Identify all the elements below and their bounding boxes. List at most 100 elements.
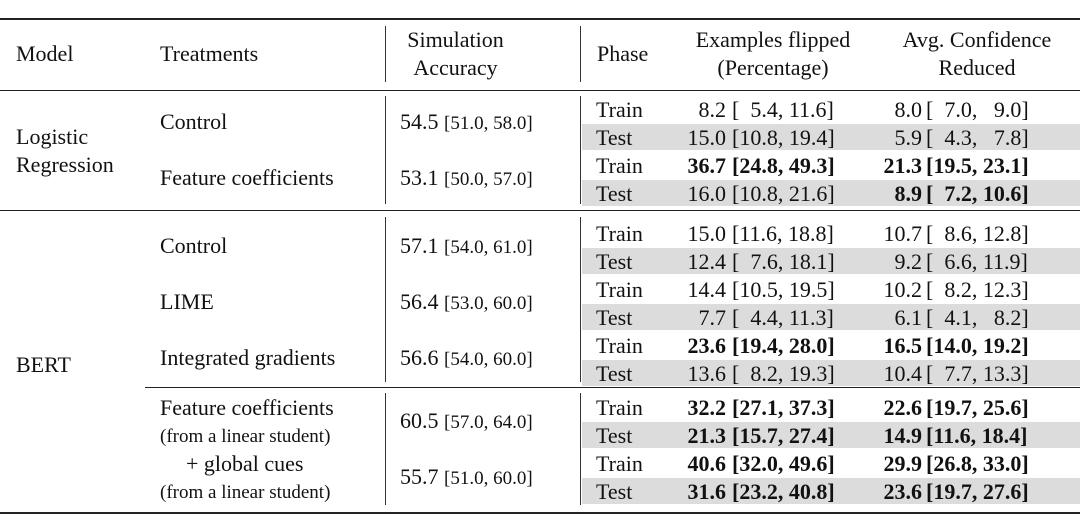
- treatment-bert-fc-line2: (from a linear student): [160, 426, 331, 447]
- treatment-bert-control: Control: [160, 233, 228, 258]
- conf-ci: [ 7.0, 9.0]: [926, 97, 1029, 122]
- phase-cell: Train: [596, 451, 643, 476]
- conf-ci: [14.0, 19.2]: [926, 333, 1029, 358]
- header-flip-line1: Examples flipped: [695, 27, 851, 52]
- flip-ci: [10.8, 21.6]: [732, 181, 835, 206]
- group-lr-line2: Regression: [16, 152, 114, 177]
- sim-ci: [54.0, 60.0]: [444, 349, 533, 370]
- conf-value: 16.5: [883, 333, 923, 358]
- sim-ci: [50.0, 57.0]: [444, 169, 533, 190]
- flip-ci: [27.1, 37.3]: [732, 395, 835, 420]
- phase-cell: Train: [596, 153, 643, 178]
- header-sim-line2: Accuracy: [413, 55, 498, 80]
- sim-bert-feature-coefficients: 60.5 [57.0, 64.0]: [400, 408, 533, 436]
- header-treatments: Treatments: [160, 41, 259, 66]
- phase-cell: Test: [596, 479, 633, 504]
- sim-bert-control: 57.1 [54.0, 61.0]: [400, 233, 533, 261]
- group-rule: [0, 210, 1080, 211]
- treatment-bert-fc-line1: Feature coefficients: [160, 395, 334, 420]
- treatment-bert-gc-line2: (from a linear student): [160, 482, 331, 503]
- bert-sub-rule: [145, 387, 1080, 388]
- conf-ci: [19.7, 27.6]: [926, 479, 1029, 504]
- flip-value: 40.6: [687, 451, 727, 476]
- sim-left-line-bert1: [385, 217, 386, 382]
- sim-lr-control: 54.5 [51.0, 58.0]: [400, 109, 533, 137]
- flip-ci: [11.6, 18.8]: [732, 221, 834, 246]
- flip-value: 14.4: [687, 277, 727, 302]
- header-conf-line1: Avg. Confidence: [902, 27, 1052, 52]
- flip-ci: [19.4, 28.0]: [732, 333, 835, 358]
- conf-ci: [ 4.3, 7.8]: [926, 125, 1029, 150]
- flip-ci: [15.7, 27.4]: [732, 423, 835, 448]
- highlight-row-2: [582, 124, 1080, 150]
- highlight-row-14: [582, 478, 1080, 504]
- sim-value: 60.5: [400, 408, 439, 433]
- conf-ci: [ 6.6, 11.9]: [926, 249, 1028, 274]
- flip-ci: [ 5.4, 11.6]: [732, 97, 834, 122]
- flip-value: 13.6: [687, 361, 727, 386]
- phase-cell: Test: [596, 249, 633, 274]
- flip-value: 21.3: [687, 423, 727, 448]
- flip-value: 12.4: [687, 249, 727, 274]
- conf-value: 8.0: [894, 97, 923, 122]
- sim-ci: [54.0, 61.0]: [444, 237, 533, 258]
- conf-value: 6.1: [894, 305, 923, 330]
- sim-ci: [57.0, 64.0]: [444, 412, 533, 433]
- flip-value: 7.7: [698, 305, 727, 330]
- flip-ci: [ 8.2, 19.3]: [732, 361, 835, 386]
- phase-left-line: [580, 26, 581, 82]
- conf-value: 9.2: [894, 249, 923, 274]
- flip-ci: [10.5, 19.5]: [732, 277, 835, 302]
- flip-value: 36.7: [687, 153, 727, 178]
- sim-value: 53.1: [400, 165, 439, 190]
- phase-left-line-bert1: [580, 217, 581, 382]
- conf-ci: [ 4.1, 8.2]: [926, 305, 1029, 330]
- flip-value: 15.0: [687, 125, 727, 150]
- treatment-bert-integrated-gradients: Integrated gradients: [160, 345, 336, 370]
- flip-value: 32.2: [687, 395, 727, 420]
- top-rule: [0, 18, 1080, 20]
- conf-value: 8.9: [894, 181, 923, 206]
- flip-ci: [10.8, 19.4]: [732, 125, 835, 150]
- highlight-row-4: [582, 180, 1080, 206]
- sim-bert-lime: 56.4 [53.0, 60.0]: [400, 289, 533, 317]
- phase-cell: Train: [596, 97, 643, 122]
- conf-value: 10.2: [883, 277, 923, 302]
- conf-ci: [26.8, 33.0]: [926, 451, 1029, 476]
- treatment-bert-lime: LIME: [160, 289, 214, 314]
- conf-value: 10.7: [883, 221, 923, 246]
- group-bert: BERT: [16, 352, 71, 377]
- sim-value: 56.4: [400, 289, 439, 314]
- sim-bert-integrated-gradients: 56.6 [54.0, 60.0]: [400, 345, 533, 373]
- flip-value: 8.2: [698, 97, 727, 122]
- highlight-row-6: [582, 248, 1080, 274]
- conf-ci: [19.7, 25.6]: [926, 395, 1029, 420]
- sim-bert-global-cues: 55.7 [51.0, 60.0]: [400, 464, 533, 492]
- sim-left-line-bert2: [385, 393, 386, 505]
- flip-ci: [23.2, 40.8]: [732, 479, 835, 504]
- header-rule: [0, 90, 1080, 91]
- flip-ci: [32.0, 49.6]: [732, 451, 835, 476]
- sim-value: 54.5: [400, 109, 439, 134]
- sim-ci: [51.0, 60.0]: [444, 468, 533, 489]
- flip-ci: [24.8, 49.3]: [732, 153, 835, 178]
- bottom-rule: [0, 512, 1080, 514]
- sim-left-line: [385, 26, 386, 82]
- conf-ci: [ 7.7, 13.3]: [926, 361, 1029, 386]
- sim-lr-feature-coefficients: 53.1 [50.0, 57.0]: [400, 165, 533, 193]
- phase-cell: Train: [596, 221, 643, 246]
- sim-ci: [53.0, 60.0]: [444, 293, 533, 314]
- phase-cell: Test: [596, 125, 633, 150]
- flip-ci: [ 4.4, 11.3]: [732, 305, 834, 330]
- conf-value: 10.4: [883, 361, 923, 386]
- flip-value: 16.0: [687, 181, 727, 206]
- phase-left-line-lr: [580, 96, 581, 204]
- conf-ci: [11.6, 18.4]: [926, 423, 1028, 448]
- highlight-row-10: [582, 360, 1080, 386]
- conf-ci: [19.5, 23.1]: [926, 153, 1029, 178]
- phase-cell: Train: [596, 333, 643, 358]
- conf-value: 29.9: [883, 451, 923, 476]
- header-flip-line2: (Percentage): [717, 55, 829, 80]
- conf-ci: [ 7.2, 10.6]: [926, 181, 1029, 206]
- highlight-row-12: [582, 422, 1080, 448]
